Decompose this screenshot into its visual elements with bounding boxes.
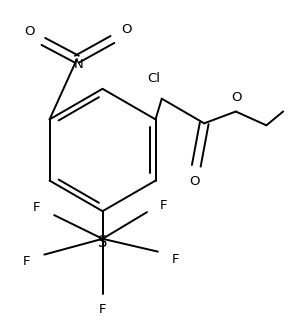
Text: F: F: [33, 201, 40, 214]
Text: O: O: [232, 91, 242, 104]
Text: F: F: [160, 199, 168, 212]
Text: F: F: [23, 255, 30, 268]
Text: F: F: [172, 253, 179, 266]
Text: S: S: [98, 235, 107, 250]
Text: N: N: [74, 58, 84, 71]
Text: O: O: [121, 23, 132, 36]
Text: O: O: [189, 175, 200, 188]
Text: F: F: [99, 303, 106, 316]
Text: Cl: Cl: [147, 73, 160, 86]
Text: O: O: [24, 25, 35, 38]
